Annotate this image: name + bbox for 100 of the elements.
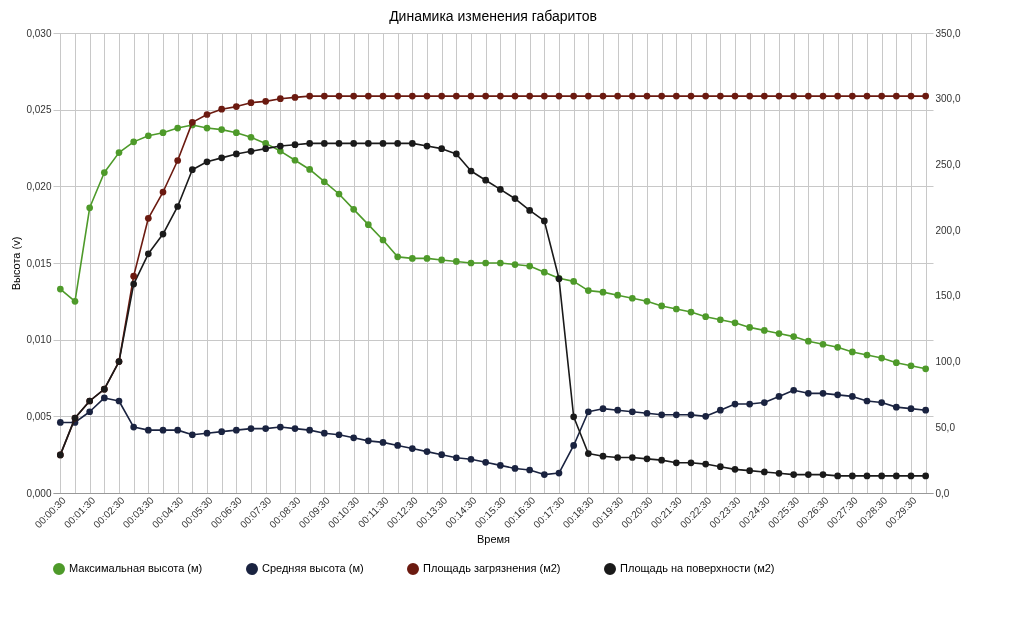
point [130,280,138,288]
point [306,92,314,100]
point [291,141,299,149]
point [760,92,768,100]
point [174,203,182,210]
point [511,261,519,268]
point [878,354,886,362]
point [599,288,607,296]
point [892,472,900,480]
point [555,469,563,477]
point [467,259,475,267]
point [834,472,842,480]
point [350,140,358,147]
point [496,462,504,469]
point [658,302,666,310]
point [452,258,460,265]
point [438,451,446,459]
point [115,397,123,405]
point [276,95,284,103]
point [159,230,167,238]
point [775,393,783,400]
point [526,92,534,100]
point [423,448,431,455]
point [467,92,475,100]
point [570,278,578,285]
point [672,459,680,467]
point [408,140,416,147]
point [878,399,886,406]
point [907,472,915,480]
point [100,169,108,176]
point [922,365,930,373]
point [540,217,548,225]
point [614,406,622,414]
point [394,442,402,449]
point [394,140,402,147]
point [922,472,930,480]
point [247,147,255,155]
point [496,186,504,193]
point [672,305,680,313]
point [174,124,182,132]
point [144,426,152,434]
point [584,287,592,294]
point [203,111,211,118]
point [907,405,915,413]
point [540,268,548,276]
y2-tick-label: 350,0 [935,27,961,39]
point [716,406,724,414]
point [716,316,724,324]
point [408,445,416,452]
point [570,413,578,421]
point [672,92,680,100]
y2-tick-label: 150,0 [935,290,961,302]
point [790,333,798,340]
point [863,92,871,100]
point [628,408,636,416]
point [379,92,387,100]
point [658,411,666,419]
point [247,425,255,432]
point [790,471,798,478]
point [907,362,915,370]
point [643,409,651,417]
point [452,92,460,100]
point [746,467,754,474]
point [350,92,358,100]
point [819,340,827,348]
point [702,92,710,100]
point [702,412,710,420]
point [790,92,798,100]
point [863,351,871,359]
point [628,92,636,100]
point [878,472,886,480]
point [320,140,328,147]
point [482,92,490,100]
point [848,472,856,480]
point [702,460,710,468]
y-tick-label: 0,000 [26,487,52,499]
point [86,408,94,416]
point [291,156,299,164]
y-tick-label: 0,005 [26,410,52,422]
point [614,291,622,299]
point [262,98,270,105]
point [71,297,79,305]
point [174,426,182,434]
point [540,471,548,478]
point [658,92,666,100]
point [203,124,211,132]
point [467,455,475,463]
y-tick-label: 0,030 [26,27,52,39]
point [232,103,240,110]
point [526,207,534,214]
point [408,255,416,262]
point [804,389,812,397]
point [306,426,314,434]
point [379,236,387,244]
legend-label: Площадь загрязнения (м2) [423,562,561,574]
point [570,92,578,100]
point [907,92,915,100]
point [496,259,504,267]
point [760,327,768,334]
point [218,105,226,113]
